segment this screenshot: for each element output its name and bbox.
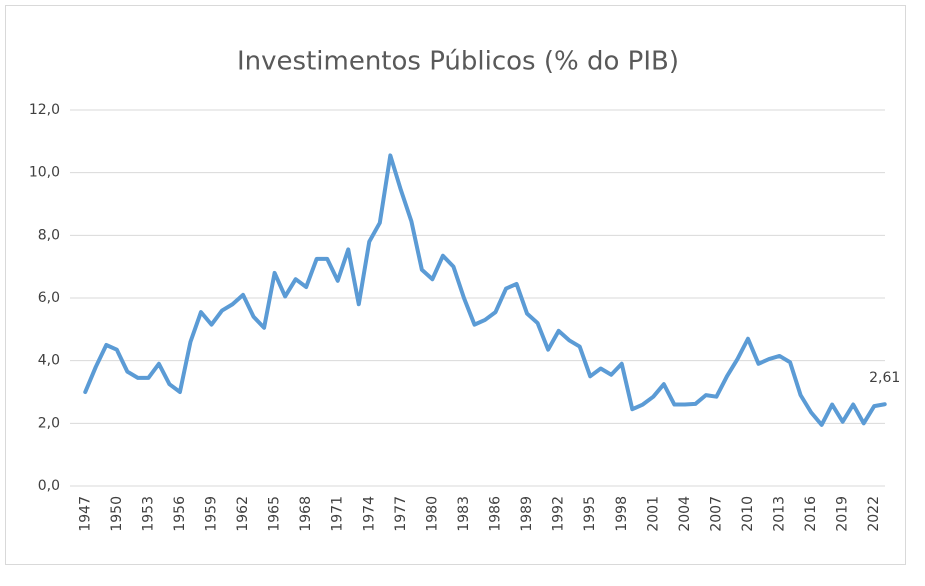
x-tick-label: 1959 [203, 496, 219, 532]
data-line [83, 153, 887, 427]
x-tick-label: 1953 [140, 496, 156, 532]
y-tick-label: 10,0 [29, 165, 60, 181]
x-tick-label: 1965 [267, 496, 283, 532]
x-tick-label: 1947 [77, 496, 93, 532]
x-tick-label: 1986 [488, 496, 504, 532]
x-tick-label: 1974 [361, 496, 377, 532]
x-tick-label: 2016 [803, 496, 819, 532]
x-tick-label: 1950 [109, 496, 125, 532]
data-label: 2,61 [869, 370, 900, 386]
x-tick-label: 1971 [330, 496, 346, 532]
x-tick-label: 2019 [835, 496, 851, 532]
x-tick-label: 2022 [866, 496, 882, 532]
x-tick-label: 1989 [519, 496, 535, 532]
y-tick-label: 8,0 [38, 227, 60, 243]
y-tick-label: 2,0 [38, 415, 60, 431]
y-tick-label: 12,0 [29, 102, 60, 118]
y-tick-label: 0,0 [38, 478, 60, 494]
x-tick-label: 2007 [708, 496, 724, 532]
x-tick-label: 1983 [456, 496, 472, 532]
x-tick-label: 2001 [645, 496, 661, 532]
chart-title: Investimentos Públicos (% do PIB) [237, 47, 679, 77]
x-tick-label: 2010 [740, 496, 756, 532]
x-tick-label: 1962 [235, 496, 251, 532]
y-tick-label: 6,0 [38, 290, 60, 306]
x-tick-label: 2004 [677, 496, 693, 532]
x-tick-label: 1956 [172, 496, 188, 532]
x-tick-label: 1998 [614, 496, 630, 532]
x-tick-label: 1968 [298, 496, 314, 532]
y-tick-label: 4,0 [38, 353, 60, 369]
x-tick-label: 1980 [424, 496, 440, 532]
x-tick-label: 1977 [393, 496, 409, 532]
x-tick-label: 2013 [772, 496, 788, 532]
x-tick-label: 1995 [582, 496, 598, 532]
x-tick-label: 1992 [551, 496, 567, 532]
chart-border [5, 5, 906, 565]
